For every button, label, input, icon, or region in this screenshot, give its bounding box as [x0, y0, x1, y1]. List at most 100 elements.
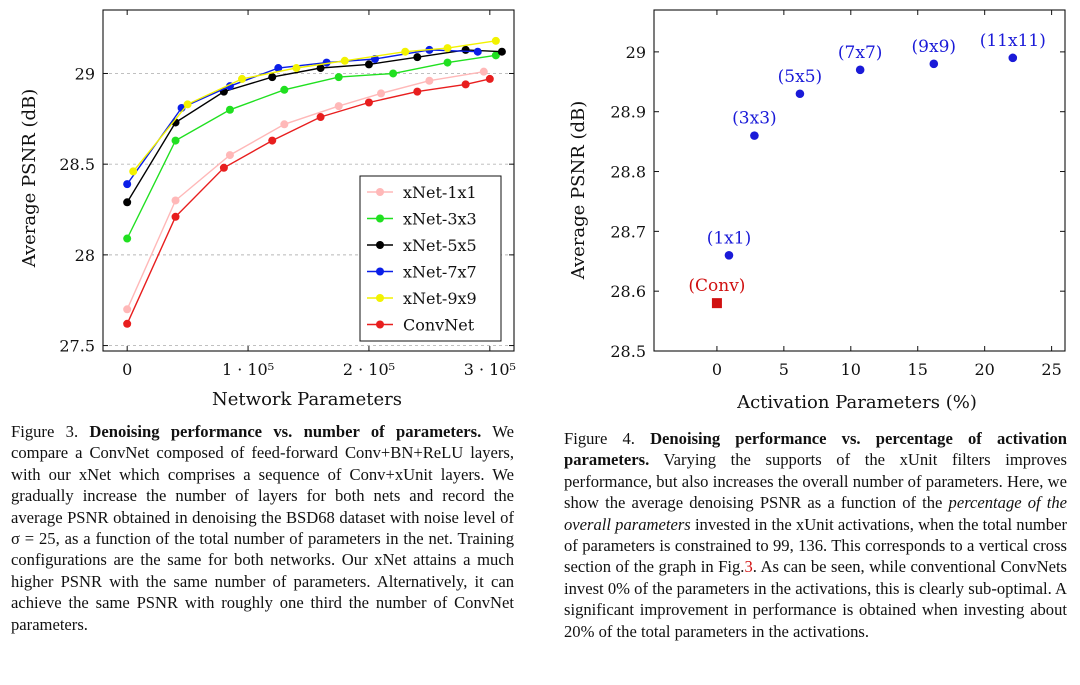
data-point-ConvNet — [123, 319, 132, 328]
legend-label: xNet-7x7 — [403, 263, 477, 282]
data-point-xNet-7x7 — [473, 47, 482, 56]
plot-frame — [653, 9, 1066, 352]
series-lines — [123, 36, 506, 328]
data-point-xNet-1x1 — [123, 305, 132, 314]
data-point-xNet-3x3 — [443, 58, 452, 67]
plot-frame — [102, 9, 515, 352]
x-tick-label: 10 — [841, 360, 861, 379]
data-point — [855, 65, 865, 75]
tick-labels: 27.5 28 28.5 29 0 1 · 10⁵ 2 · 10⁵ 3 · 10⁵ — [59, 64, 516, 379]
legend: xNet-1x1 xNet-3x3 xNet-5x5 xNet-7x7 xNet-9x9… — [359, 175, 502, 342]
x-tick-label: 5 — [779, 360, 789, 379]
data-label: (Conv) — [688, 276, 745, 296]
data-point-xNet-1x1 — [280, 120, 289, 129]
data-label: (1x1) — [707, 228, 751, 248]
caption-emphasis: percentage of the overall parameters — [564, 493, 1068, 534]
x-tick-label: 0 — [712, 360, 722, 379]
series-line-xNet-3x3 — [126, 54, 497, 239]
data-point-ConvNet — [171, 212, 180, 221]
legend-swatch-marker — [376, 294, 384, 302]
legend-label: xNet-9x9 — [403, 289, 477, 308]
data-point-ConvNet — [268, 136, 277, 145]
data-point-xNet-3x3 — [225, 105, 234, 114]
data-points: (Conv) (1x1) (3x3) (5x5) (7x7) (9x9) (11x11) — [688, 31, 1046, 309]
y-tick-label: 28.5 — [610, 342, 646, 361]
legend-swatch-marker — [376, 214, 384, 223]
data-point-ConvNet — [316, 113, 325, 122]
legend-swatch-marker — [376, 188, 384, 196]
data-point-xNet-7x7 — [123, 180, 132, 189]
x-tick-label: 0 — [122, 360, 132, 379]
data-point-xNet-7x7 — [274, 64, 283, 73]
data-point-xNet-1x1 — [479, 67, 488, 76]
figure-reference-link[interactable]: 3 — [744, 557, 753, 577]
data-point-xNet-3x3 — [491, 51, 500, 60]
data-point-xNet-5x5 — [268, 73, 277, 82]
x-tick-label: 25 — [1041, 360, 1061, 379]
series-line-xNet-9x9 — [132, 40, 497, 172]
data-label: (7x7) — [838, 43, 882, 63]
y-tick-label: 28 — [75, 246, 95, 265]
y-tick-label: 28.5 — [59, 155, 95, 174]
data-point-ConvNet — [413, 87, 422, 96]
caption-label: Figure 3. — [11, 422, 79, 441]
series-line-xNet-1x1 — [126, 71, 484, 310]
data-point-xNet-5x5 — [123, 198, 132, 207]
data-point-ConvNet — [219, 163, 228, 172]
legend-label: xNet-3x3 — [403, 210, 477, 229]
data-point-xNet-9x9 — [491, 36, 500, 45]
data-label: (5x5) — [778, 67, 822, 87]
figure-3-caption: Figure 3. Denoising performance vs. numb… — [11, 421, 514, 635]
data-point-ConvNet — [485, 74, 494, 83]
data-point-xNet-5x5 — [413, 53, 422, 62]
x-tick-label: 2 · 10⁵ — [343, 360, 395, 379]
data-point — [750, 131, 759, 140]
data-point-xNet-1x1 — [334, 102, 343, 111]
data-point-xNet-1x1 — [425, 76, 434, 85]
data-point-xNet-5x5 — [316, 64, 325, 73]
data-point-xNet-3x3 — [334, 73, 343, 82]
y-tick-label: 27.5 — [59, 337, 95, 356]
legend-swatch-marker — [376, 320, 384, 329]
legend-label: xNet-1x1 — [403, 183, 477, 202]
tick-labels: 28.5 28.6 28.7 28.8 28.9 29 0 5 10 15 20 25 — [610, 43, 1061, 379]
caption-label: Figure 4. — [564, 429, 635, 448]
data-point-xNet-3x3 — [123, 234, 132, 243]
data-point-xNet-9x9 — [183, 100, 192, 109]
y-tick-label: 29 — [75, 64, 95, 83]
data-label: (11x11) — [980, 31, 1046, 51]
data-point-ConvNet — [364, 98, 373, 107]
data-point-xNet-5x5 — [497, 47, 506, 56]
legend-label: xNet-5x5 — [403, 236, 477, 255]
x-axis-label: Activation Parameters (%) — [736, 392, 977, 413]
axes — [102, 9, 515, 352]
data-point-square — [711, 298, 722, 309]
data-point — [1008, 53, 1018, 63]
data-point-xNet-3x3 — [389, 69, 398, 78]
caption-body-cont: invested in the xUnit activations, when … — [564, 514, 1067, 577]
caption-title: Denoising performance vs. number of para… — [89, 422, 482, 441]
x-tick-label: 1 · 10⁵ — [222, 360, 274, 379]
data-point-xNet-3x3 — [280, 85, 289, 94]
caption-title: Denoising performance vs. percentage of … — [564, 429, 1067, 470]
data-point-xNet-9x9 — [238, 74, 247, 83]
data-point-xNet-3x3 — [171, 136, 180, 145]
caption-body: We compare a ConvNet composed of feed-fo… — [11, 422, 514, 634]
data-point-xNet-1x1 — [171, 196, 180, 205]
data-label: (3x3) — [732, 109, 776, 129]
data-point-ConvNet — [461, 80, 470, 89]
data-point-xNet-5x5 — [364, 60, 373, 69]
y-tick-label: 28.6 — [610, 282, 646, 301]
y-tick-label: 29 — [626, 43, 646, 62]
data-point-xNet-9x9 — [340, 56, 349, 65]
data-point-xNet-5x5 — [461, 45, 470, 54]
data-point — [929, 59, 939, 69]
data-point-xNet-9x9 — [129, 167, 138, 176]
y-axis-label: Average PSNR (dB) — [568, 101, 589, 281]
y-tick-label: 28.7 — [610, 222, 646, 241]
x-axis-label: Network Parameters — [212, 389, 402, 410]
data-point-xNet-5x5 — [171, 118, 180, 127]
legend-label: ConvNet — [403, 316, 475, 335]
